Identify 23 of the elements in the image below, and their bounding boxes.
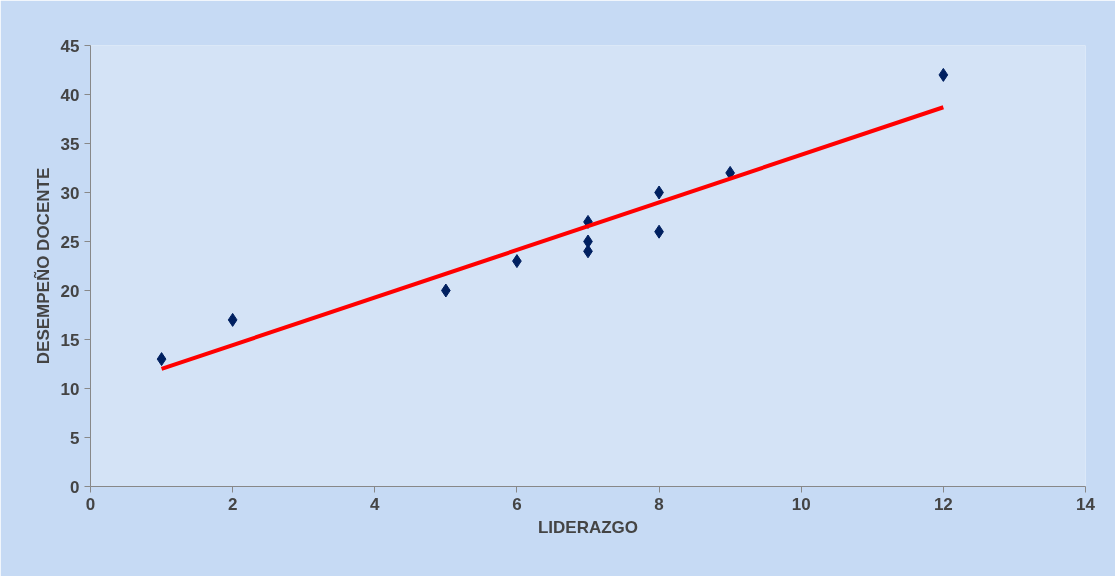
y-tick-label: 35 [60,134,80,154]
y-axis-title: DESEMPEÑO DOCENTE [32,167,53,365]
x-tick-label: 6 [512,494,522,514]
y-tick-label: 20 [60,281,80,301]
point [227,312,238,327]
x-tick-label: 10 [791,494,811,514]
y-tick-label: 0 [70,477,80,497]
y-tick-label: 45 [60,36,80,56]
y-tick-label: 30 [60,183,80,203]
y-tick-label: 25 [60,232,80,252]
x-tick-label: 0 [85,494,96,514]
point [938,67,949,82]
point [156,352,167,367]
x-tick-label: 12 [933,494,953,514]
y-tick-label: 10 [60,379,80,399]
y-tick-label: 40 [60,85,80,105]
y-tick-label: 15 [60,330,80,350]
y-tick-label: 5 [70,428,80,448]
x-tick-label: 4 [370,494,381,514]
x-tick-label: 8 [654,494,664,514]
x-tick-label: 2 [227,494,238,514]
x-axis-title: LIDERAZGO [537,517,639,537]
x-tick-label: 14 [1076,494,1096,514]
